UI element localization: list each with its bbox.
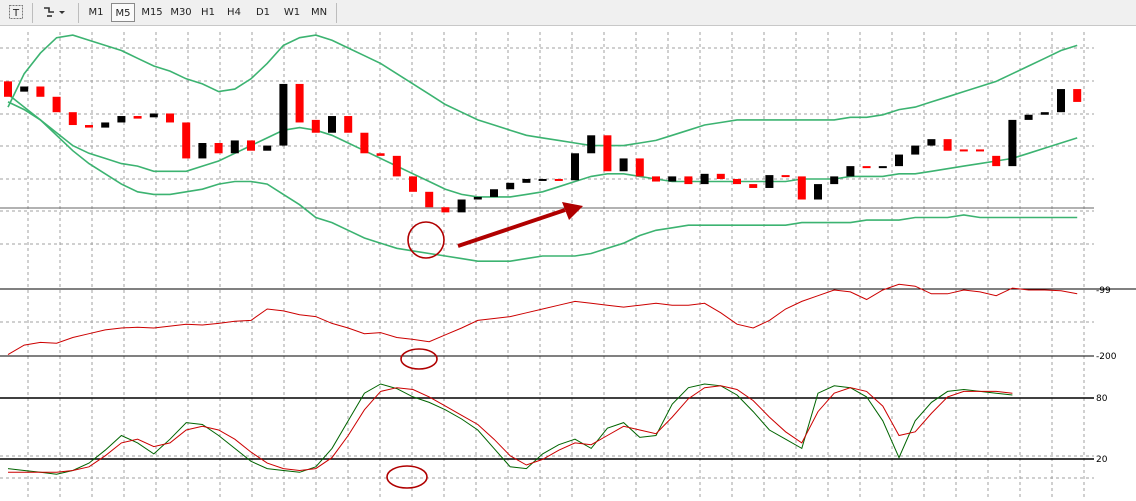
candle xyxy=(976,149,984,152)
period-button-m15[interactable]: M15 xyxy=(141,7,163,18)
stoch-main-line xyxy=(7,383,1013,475)
candle xyxy=(182,122,191,159)
candle xyxy=(1024,114,1033,120)
candle xyxy=(830,176,839,185)
stoch-lower-label: 20 xyxy=(1096,455,1108,465)
candle xyxy=(441,207,450,213)
period-button-w1[interactable]: W1 xyxy=(283,7,301,18)
candle xyxy=(684,176,693,185)
candle xyxy=(927,139,936,146)
candle xyxy=(52,96,61,113)
stoch-upper-label: 80 xyxy=(1096,394,1108,404)
candle xyxy=(457,199,466,213)
candle xyxy=(376,153,385,156)
candle xyxy=(279,83,288,146)
candle xyxy=(749,184,758,188)
candle xyxy=(765,175,774,188)
period-button-h4[interactable]: H4 xyxy=(227,7,241,18)
candle xyxy=(36,86,45,97)
candle xyxy=(473,196,482,200)
candle xyxy=(1073,89,1082,102)
period-button-m5[interactable]: M5 xyxy=(111,3,135,22)
candle xyxy=(1040,112,1049,115)
middle-bollinger-band xyxy=(7,101,1078,198)
text-tool-icon[interactable]: T xyxy=(6,3,26,22)
candle xyxy=(652,176,660,182)
candle xyxy=(781,175,790,178)
candle xyxy=(20,86,29,92)
lower-bollinger-band xyxy=(7,93,1078,262)
candle xyxy=(895,154,903,167)
candle xyxy=(619,158,628,172)
chart-tools-icon[interactable] xyxy=(40,3,70,22)
candle xyxy=(538,178,547,181)
candle xyxy=(409,176,417,192)
annotation-arrow xyxy=(457,208,566,248)
period-button-mn[interactable]: MN xyxy=(310,7,328,18)
candle xyxy=(360,132,369,154)
candle xyxy=(943,139,952,151)
candles xyxy=(4,81,1082,213)
candle xyxy=(166,113,174,123)
candle xyxy=(506,182,515,190)
candle xyxy=(68,112,77,126)
stoch-signal-line xyxy=(8,385,1013,473)
candle xyxy=(247,140,255,151)
svg-text:T: T xyxy=(12,8,20,19)
candle xyxy=(214,143,223,154)
period-button-m1[interactable]: M1 xyxy=(88,7,104,18)
candle xyxy=(700,173,709,185)
period-button-h1[interactable]: H1 xyxy=(201,7,215,18)
candle xyxy=(133,116,142,119)
candle xyxy=(263,145,272,151)
annotation-arrowhead xyxy=(562,202,583,220)
cci-line xyxy=(7,283,1078,356)
candle xyxy=(797,176,806,200)
candle xyxy=(1008,119,1017,167)
candle xyxy=(328,116,336,133)
upper-bollinger-band xyxy=(7,34,1078,147)
annotation-circle xyxy=(407,221,445,259)
candle xyxy=(149,113,158,118)
cci-annotation-circle xyxy=(400,348,438,370)
candle xyxy=(814,184,822,200)
candle xyxy=(846,166,855,177)
candle xyxy=(587,135,596,154)
candle xyxy=(862,166,871,169)
candle xyxy=(603,135,612,172)
period-button-m30[interactable]: M30 xyxy=(170,7,192,18)
candle xyxy=(716,173,725,179)
candle xyxy=(635,158,644,177)
cci-upper-label: -99 xyxy=(1096,286,1111,296)
candle xyxy=(117,116,126,123)
candle xyxy=(911,145,920,155)
candle xyxy=(959,149,968,152)
candle xyxy=(1057,89,1065,113)
candle xyxy=(571,153,579,181)
candle xyxy=(554,178,563,181)
candle xyxy=(85,125,93,128)
stoch-annotation-circle xyxy=(386,465,428,489)
candle xyxy=(733,178,741,185)
candle xyxy=(490,189,498,197)
candle xyxy=(992,155,1001,167)
candle xyxy=(198,143,207,159)
candle xyxy=(101,122,110,128)
candle xyxy=(878,166,887,169)
period-button-d1[interactable]: D1 xyxy=(255,7,271,18)
cci-lower-label: -200 xyxy=(1096,352,1117,362)
candle xyxy=(344,116,353,133)
candle xyxy=(230,140,239,154)
candle xyxy=(668,176,677,182)
chart-toolbar: T M1 M5 M15 M30 H1 H4 D1 W1 MN xyxy=(0,0,1136,26)
candle xyxy=(392,155,401,177)
candle xyxy=(4,81,12,97)
candle xyxy=(522,178,531,183)
price-chart[interactable]: -99 -200 80 20 xyxy=(0,26,1136,501)
candle xyxy=(311,119,320,133)
candle xyxy=(295,83,304,123)
candle xyxy=(425,191,434,208)
